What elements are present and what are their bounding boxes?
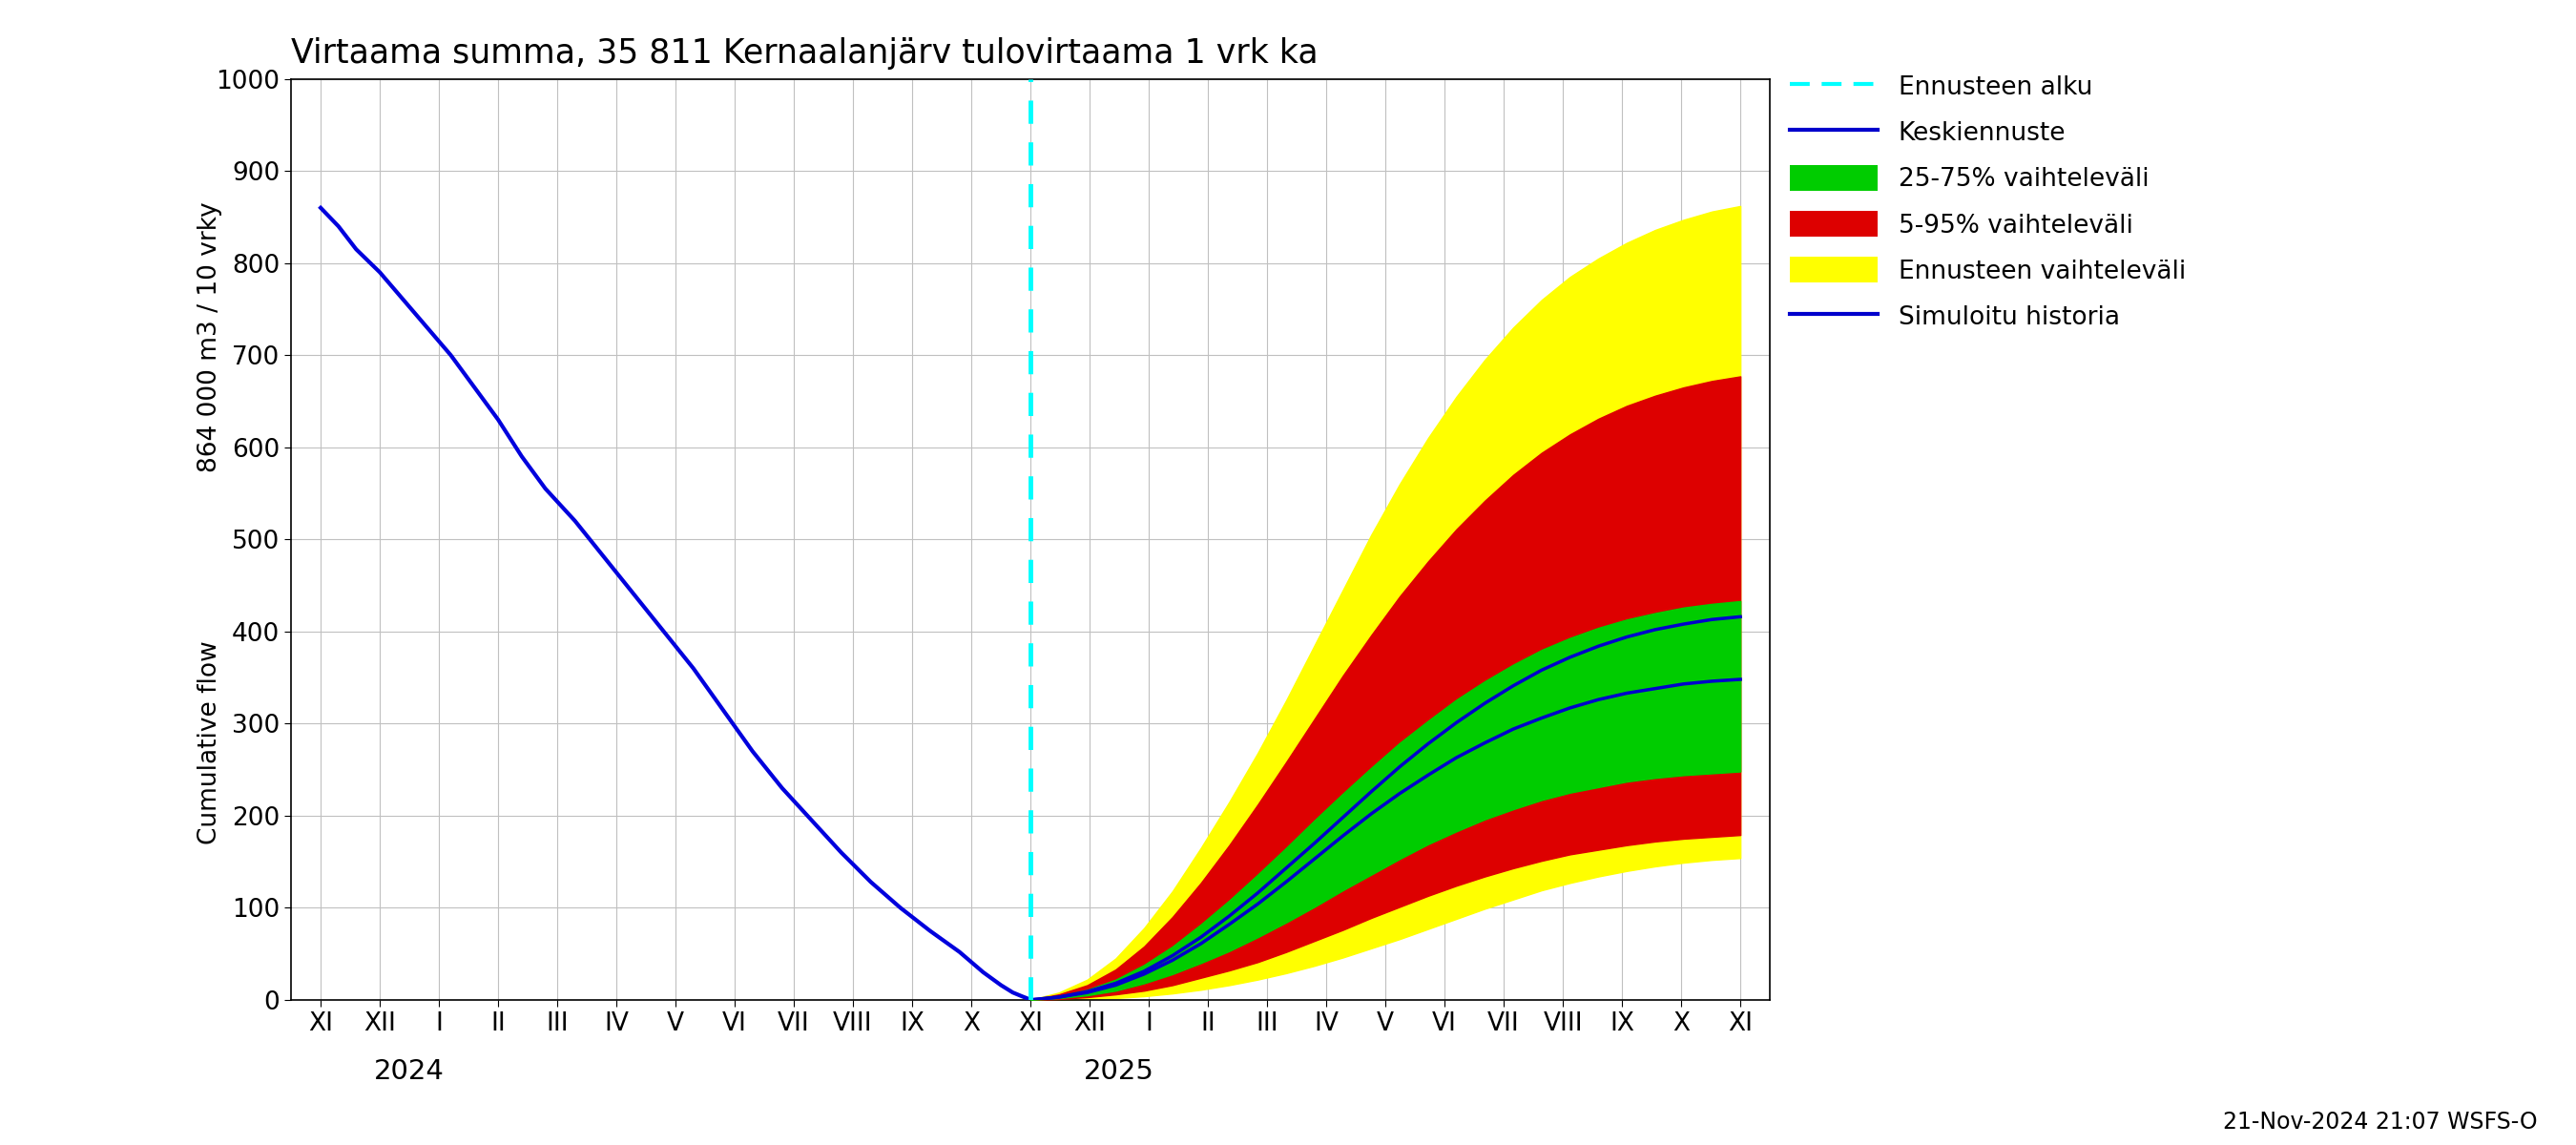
Text: Virtaama summa, 35 811 Kernaalanjärv tulovirtaama 1 vrk ka: Virtaama summa, 35 811 Kernaalanjärv tul… (291, 37, 1319, 70)
Text: 2024: 2024 (374, 1058, 446, 1085)
Text: 864 000 m3 / 10 vrky: 864 000 m3 / 10 vrky (198, 202, 222, 472)
Legend: Ennusteen alku, Keskiennuste, 25-75% vaihteleväli, 5-95% vaihteleväli, Ennusteen: Ennusteen alku, Keskiennuste, 25-75% vai… (1790, 73, 2184, 330)
Text: 2025: 2025 (1084, 1058, 1154, 1085)
Text: 21-Nov-2024 21:07 WSFS-O: 21-Nov-2024 21:07 WSFS-O (2223, 1111, 2537, 1134)
Text: Cumulative flow: Cumulative flow (198, 640, 222, 844)
